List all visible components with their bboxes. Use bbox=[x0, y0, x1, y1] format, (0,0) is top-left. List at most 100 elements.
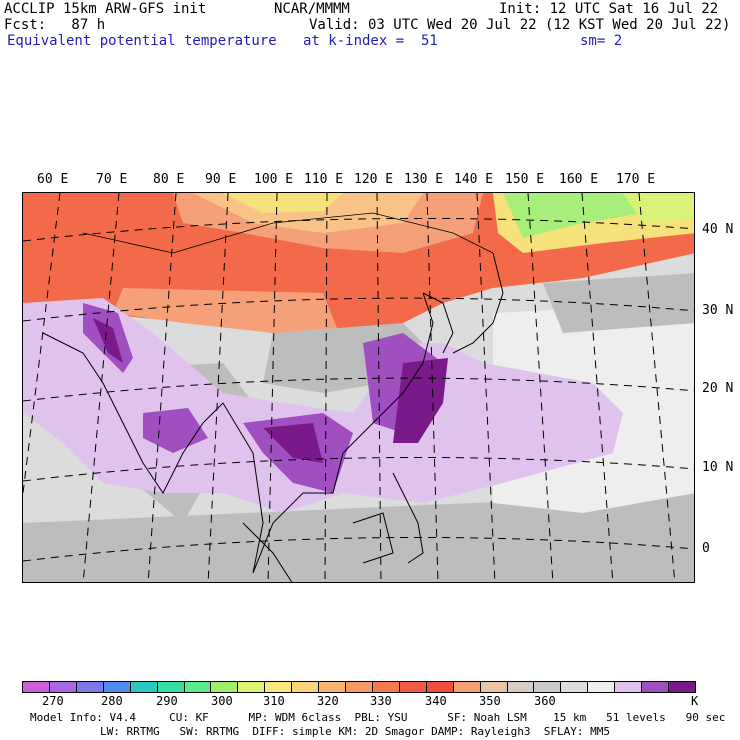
coastlines bbox=[42, 212, 504, 582]
k-index-level: at k-index = 51 bbox=[303, 33, 438, 49]
colorbar bbox=[22, 681, 696, 693]
colorbar-swatch bbox=[345, 681, 373, 693]
colorbar-swatch bbox=[48, 681, 77, 693]
parallel-0 bbox=[23, 536, 694, 562]
meridian-170e bbox=[638, 193, 676, 582]
colorbar-swatch bbox=[264, 681, 293, 693]
colorbar-swatch bbox=[452, 681, 481, 693]
field-name: Equivalent potential temperature bbox=[7, 33, 277, 49]
map-canvas bbox=[23, 193, 694, 582]
lon-label-170e: 170 E bbox=[616, 172, 656, 187]
colorbar-swatch bbox=[291, 681, 320, 693]
model-title: ACCLIP 15km ARW-GFS init bbox=[4, 1, 207, 17]
meridian-120e bbox=[376, 193, 382, 582]
lavender-field bbox=[23, 298, 623, 513]
colorbar-swatch bbox=[183, 681, 212, 693]
colorbar-label-280: 280 bbox=[101, 694, 123, 708]
smoothing-value: sm= 2 bbox=[580, 33, 623, 49]
lon-label-70e: 70 E bbox=[96, 172, 128, 187]
colorbar-label-330: 330 bbox=[370, 694, 392, 708]
sumatra-coast bbox=[242, 522, 293, 582]
bay-of-bengal-purple bbox=[143, 408, 208, 453]
lon-label-110e: 110 E bbox=[304, 172, 344, 187]
meridian-140e bbox=[476, 193, 496, 582]
colorbar-label-300: 300 bbox=[211, 694, 233, 708]
colorbar-swatch bbox=[371, 681, 400, 693]
colorbar-swatch bbox=[668, 681, 696, 693]
colorbar-swatch bbox=[641, 681, 670, 693]
lon-label-130e: 130 E bbox=[404, 172, 444, 187]
parallel-20n bbox=[23, 377, 694, 402]
colorbar-swatch bbox=[129, 681, 158, 693]
meridian-70e bbox=[82, 193, 120, 582]
lon-label-60e: 60 E bbox=[37, 172, 69, 187]
tibet-salmon bbox=[113, 288, 343, 343]
colorbar-swatch bbox=[479, 681, 508, 693]
lat-label-40n: 40 N bbox=[702, 222, 734, 237]
meridian-130e bbox=[426, 193, 439, 582]
korea-coast bbox=[422, 292, 454, 354]
philippines-coast bbox=[392, 472, 424, 564]
indochina-coast bbox=[222, 402, 344, 574]
init-time: Init: 12 UTC Sat 16 Jul 22 bbox=[499, 1, 719, 17]
border-lines bbox=[82, 212, 494, 254]
nw-pacific-yellow-green bbox=[623, 193, 694, 223]
colorbar-swatch bbox=[22, 681, 50, 693]
meridian-110e bbox=[324, 193, 328, 582]
yellow-patch bbox=[223, 193, 343, 213]
lat-label-10n: 10 N bbox=[702, 460, 734, 475]
model-info-line2: LW: RRTMG SW: RRTMG DIFF: simple KM: 2D … bbox=[100, 725, 610, 738]
borneo-coast bbox=[352, 512, 394, 564]
lon-label-150e: 150 E bbox=[505, 172, 545, 187]
colorbar-swatch bbox=[237, 681, 266, 693]
graticule bbox=[23, 193, 694, 582]
colorbar-swatch bbox=[75, 681, 104, 693]
lon-label-120e: 120 E bbox=[354, 172, 394, 187]
indochina-dark bbox=[263, 423, 323, 463]
lat-label-30n: 30 N bbox=[702, 303, 734, 318]
center-name: NCAR/MMMM bbox=[274, 1, 350, 17]
colorbar-swatch bbox=[425, 681, 454, 693]
colorbar-label-350: 350 bbox=[479, 694, 501, 708]
meridian-100e bbox=[267, 193, 278, 582]
colorbar-swatch bbox=[156, 681, 185, 693]
nw-pacific-green bbox=[503, 193, 643, 238]
colorbar-swatch bbox=[210, 681, 239, 693]
lon-label-160e: 160 E bbox=[559, 172, 599, 187]
china-coast bbox=[342, 292, 434, 454]
lon-label-80e: 80 E bbox=[153, 172, 185, 187]
colorbar-unit: K bbox=[691, 694, 699, 708]
colorbar-swatch bbox=[587, 681, 616, 693]
indo-gangetic-dark bbox=[93, 318, 123, 363]
colorbar-swatch bbox=[318, 681, 347, 693]
model-info-line1: Model Info: V4.4 CU: KF MP: WDM 6class P… bbox=[30, 711, 726, 724]
colorbar-swatch bbox=[102, 681, 131, 693]
colorbar-swatch bbox=[398, 681, 427, 693]
forecast-hour: Fcst: 87 h bbox=[4, 17, 106, 33]
colorbar-swatch bbox=[506, 681, 535, 693]
lat-label-0: 0 bbox=[702, 541, 710, 556]
colorbar-label-320: 320 bbox=[317, 694, 339, 708]
colorbar-label-360: 360 bbox=[534, 694, 556, 708]
meridian-150e bbox=[527, 193, 554, 582]
colorbar-label-340: 340 bbox=[425, 694, 447, 708]
colorbar-swatch bbox=[533, 681, 562, 693]
colorbar-label-310: 310 bbox=[263, 694, 285, 708]
colorbar-label-270: 270 bbox=[42, 694, 64, 708]
valid-time: Valid: 03 UTC Wed 20 Jul 22 (12 KST Wed … bbox=[309, 17, 731, 33]
colorbar-swatch bbox=[614, 681, 643, 693]
west-pacific-purple bbox=[393, 358, 448, 443]
meridian-90e bbox=[207, 193, 229, 582]
japan-coast bbox=[452, 252, 504, 354]
lon-label-100e: 100 E bbox=[254, 172, 294, 187]
meridian-80e bbox=[147, 193, 177, 582]
east-pacific-gray bbox=[543, 273, 694, 333]
parallel-40n bbox=[23, 217, 694, 242]
meridian-160e bbox=[581, 193, 614, 582]
parallel-10n bbox=[23, 456, 694, 482]
lon-label-140e: 140 E bbox=[454, 172, 494, 187]
theta-e-map bbox=[22, 192, 695, 583]
lat-label-20n: 20 N bbox=[702, 381, 734, 396]
parallel-30n bbox=[23, 297, 694, 322]
